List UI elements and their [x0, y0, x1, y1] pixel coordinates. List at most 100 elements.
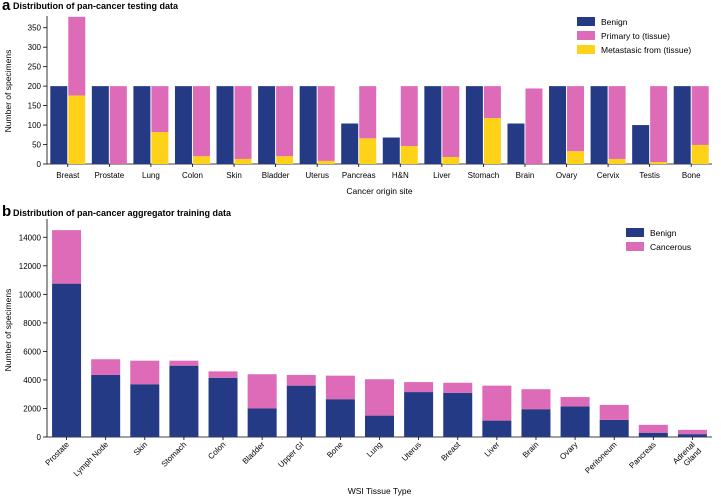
bar-primary-to-tissue-bladder: [276, 86, 294, 157]
x-tick-label-upper-gi: Upper GI: [276, 440, 305, 469]
bar-cancerous-prostate: [52, 230, 82, 284]
y-tick-label-a: 100: [28, 121, 42, 130]
bar-cancerous-peritoneum: [599, 404, 629, 420]
x-tick-label-testis: Testis: [639, 171, 659, 180]
x-tick-label-liver: Liver: [483, 440, 502, 459]
bar-benign-skin: [130, 384, 160, 437]
chart-a-testing-data: 0 50 100 150 200 250 300 350 Breast Prostate Lung C…: [3, 16, 712, 196]
bar-benign-peritoneum: [599, 419, 629, 437]
bar-primary-to-tissue-ovary: [567, 86, 585, 152]
bar-benign-colon: [208, 377, 238, 437]
x-tick-label-lymph-node: Lymph Node: [72, 440, 111, 479]
y-tick-label-b: 6000: [23, 347, 41, 356]
bar-primary-to-tissue-testis: [650, 86, 668, 163]
y-tick-label-a: 350: [28, 24, 42, 33]
x-tick-label-lung: Lung: [365, 440, 384, 459]
x-tick-label-colon: Colon: [182, 171, 203, 180]
bar-metastasic-from-tissue-stomach: [483, 118, 501, 164]
bar-benign-prostate: [52, 283, 82, 437]
bar-primary-to-tissue-pancreas: [359, 86, 377, 139]
y-tick-label-b: 8000: [23, 319, 41, 328]
bar-primary-to-tissue-liver: [442, 86, 460, 157]
x-tick-label-bone: Bone: [325, 440, 345, 460]
bar-cancerous-lymph-node: [91, 359, 121, 375]
x-tick-label-bladder: Bladder: [241, 440, 267, 466]
y-axis-label-a: Number of specimens: [3, 50, 13, 133]
bar-benign-bone: [325, 399, 355, 437]
bar-benign-bone: [673, 86, 691, 164]
bar-benign-testis: [632, 125, 650, 164]
bar-metastasic-from-tissue-h-n: [400, 146, 418, 164]
bar-primary-to-tissue-uterus: [317, 86, 335, 161]
bar-benign-skin: [216, 86, 234, 164]
bar-metastasic-from-tissue-testis: [650, 162, 668, 164]
bar-primary-to-tissue-skin: [234, 86, 252, 159]
bar-primary-to-tissue-h-n: [400, 86, 418, 147]
x-tick-label-pancreas: Pancreas: [627, 440, 657, 470]
bar-metastasic-from-tissue-liver: [442, 156, 460, 164]
x-tick-label-breast: Breast: [439, 440, 462, 463]
x-tick-label-skin: Skin: [226, 171, 242, 180]
legend-swatch-benign: [577, 17, 595, 26]
bar-benign-ovary: [560, 406, 590, 437]
x-tick-label-liver: Liver: [433, 171, 451, 180]
y-tick-label-b: 10000: [19, 290, 42, 299]
x-tick-label-prostate: Prostate: [44, 440, 72, 468]
y-tick-label-a: 250: [28, 63, 42, 72]
bar-benign-lung: [133, 86, 151, 164]
x-tick-label-uterus: Uterus: [305, 171, 329, 180]
bar-metastasic-from-tissue-lung: [151, 132, 169, 164]
x-tick-label-h-n: H&N: [392, 171, 409, 180]
bar-benign-stomach: [465, 86, 483, 164]
x-tick-label-stomach: Stomach: [468, 171, 500, 180]
bar-primary-to-tissue-bone: [691, 86, 709, 145]
y-tick-label-b: 2000: [23, 404, 41, 413]
x-tick-label-skin: Skin: [132, 440, 149, 457]
bar-primary-to-tissue-colon: [192, 86, 210, 157]
bar-primary-to-tissue-prostate: [109, 86, 127, 164]
y-tick-label-b: 12000: [19, 262, 42, 271]
bar-cancerous-upper-gi: [286, 374, 316, 386]
x-tick-label-bladder: Bladder: [262, 171, 290, 180]
bar-benign-bladder: [258, 86, 276, 164]
bar-benign-brain: [507, 123, 525, 164]
y-tick-label-a: 0: [37, 160, 42, 169]
bar-benign-uterus: [404, 392, 434, 437]
bar-benign-lung: [365, 415, 394, 437]
bar-cancerous-ovary: [560, 397, 590, 407]
x-tick-label-lung: Lung: [142, 171, 160, 180]
bar-cancerous-adrenal-gland: [677, 429, 707, 435]
legend-swatch-cancerous: [626, 242, 644, 251]
bar-metastasic-from-tissue-pancreas: [359, 138, 377, 164]
x-tick-label-cervix: Cervix: [597, 171, 620, 180]
y-tick-label-a: 300: [28, 43, 42, 52]
bar-primary-to-tissue-brain: [525, 88, 543, 164]
bar-benign-pancreas: [638, 432, 668, 437]
bar-metastasic-from-tissue-ovary: [567, 151, 585, 164]
legend-swatch-benign: [626, 228, 644, 237]
bar-benign-colon: [174, 86, 192, 164]
bar-benign-brain: [521, 409, 551, 437]
x-tick-label-brain: Brain: [521, 440, 541, 460]
bar-primary-to-tissue-stomach: [483, 86, 501, 119]
bar-metastasic-from-tissue-bladder: [276, 156, 294, 164]
bar-benign-uterus: [299, 86, 317, 164]
bar-metastasic-from-tissue-bone: [691, 144, 709, 164]
bar-benign-liver: [482, 420, 512, 437]
x-tick-label-breast: Breast: [56, 171, 80, 180]
bar-cancerous-pancreas: [638, 424, 668, 433]
bar-cancerous-breast: [443, 382, 473, 393]
chart-title-a: Distribution of pan-cancer testing data: [13, 1, 179, 11]
bar-benign-stomach: [169, 365, 199, 437]
bar-primary-to-tissue-cervix: [608, 86, 626, 159]
x-tick-label-bone: Bone: [682, 171, 701, 180]
x-tick-label-brain: Brain: [516, 171, 535, 180]
bar-cancerous-brain: [521, 389, 551, 410]
x-tick-label-pancreas: Pancreas: [342, 171, 376, 180]
panel-label-a: a: [2, 0, 11, 14]
bar-benign-cervix: [590, 86, 608, 164]
bar-benign-lymph-node: [91, 374, 121, 437]
chart-title-b: Distribution of pan-cancer aggregator tr…: [13, 208, 232, 218]
bar-benign-liver: [424, 86, 442, 164]
bar-cancerous-bone: [325, 375, 355, 400]
